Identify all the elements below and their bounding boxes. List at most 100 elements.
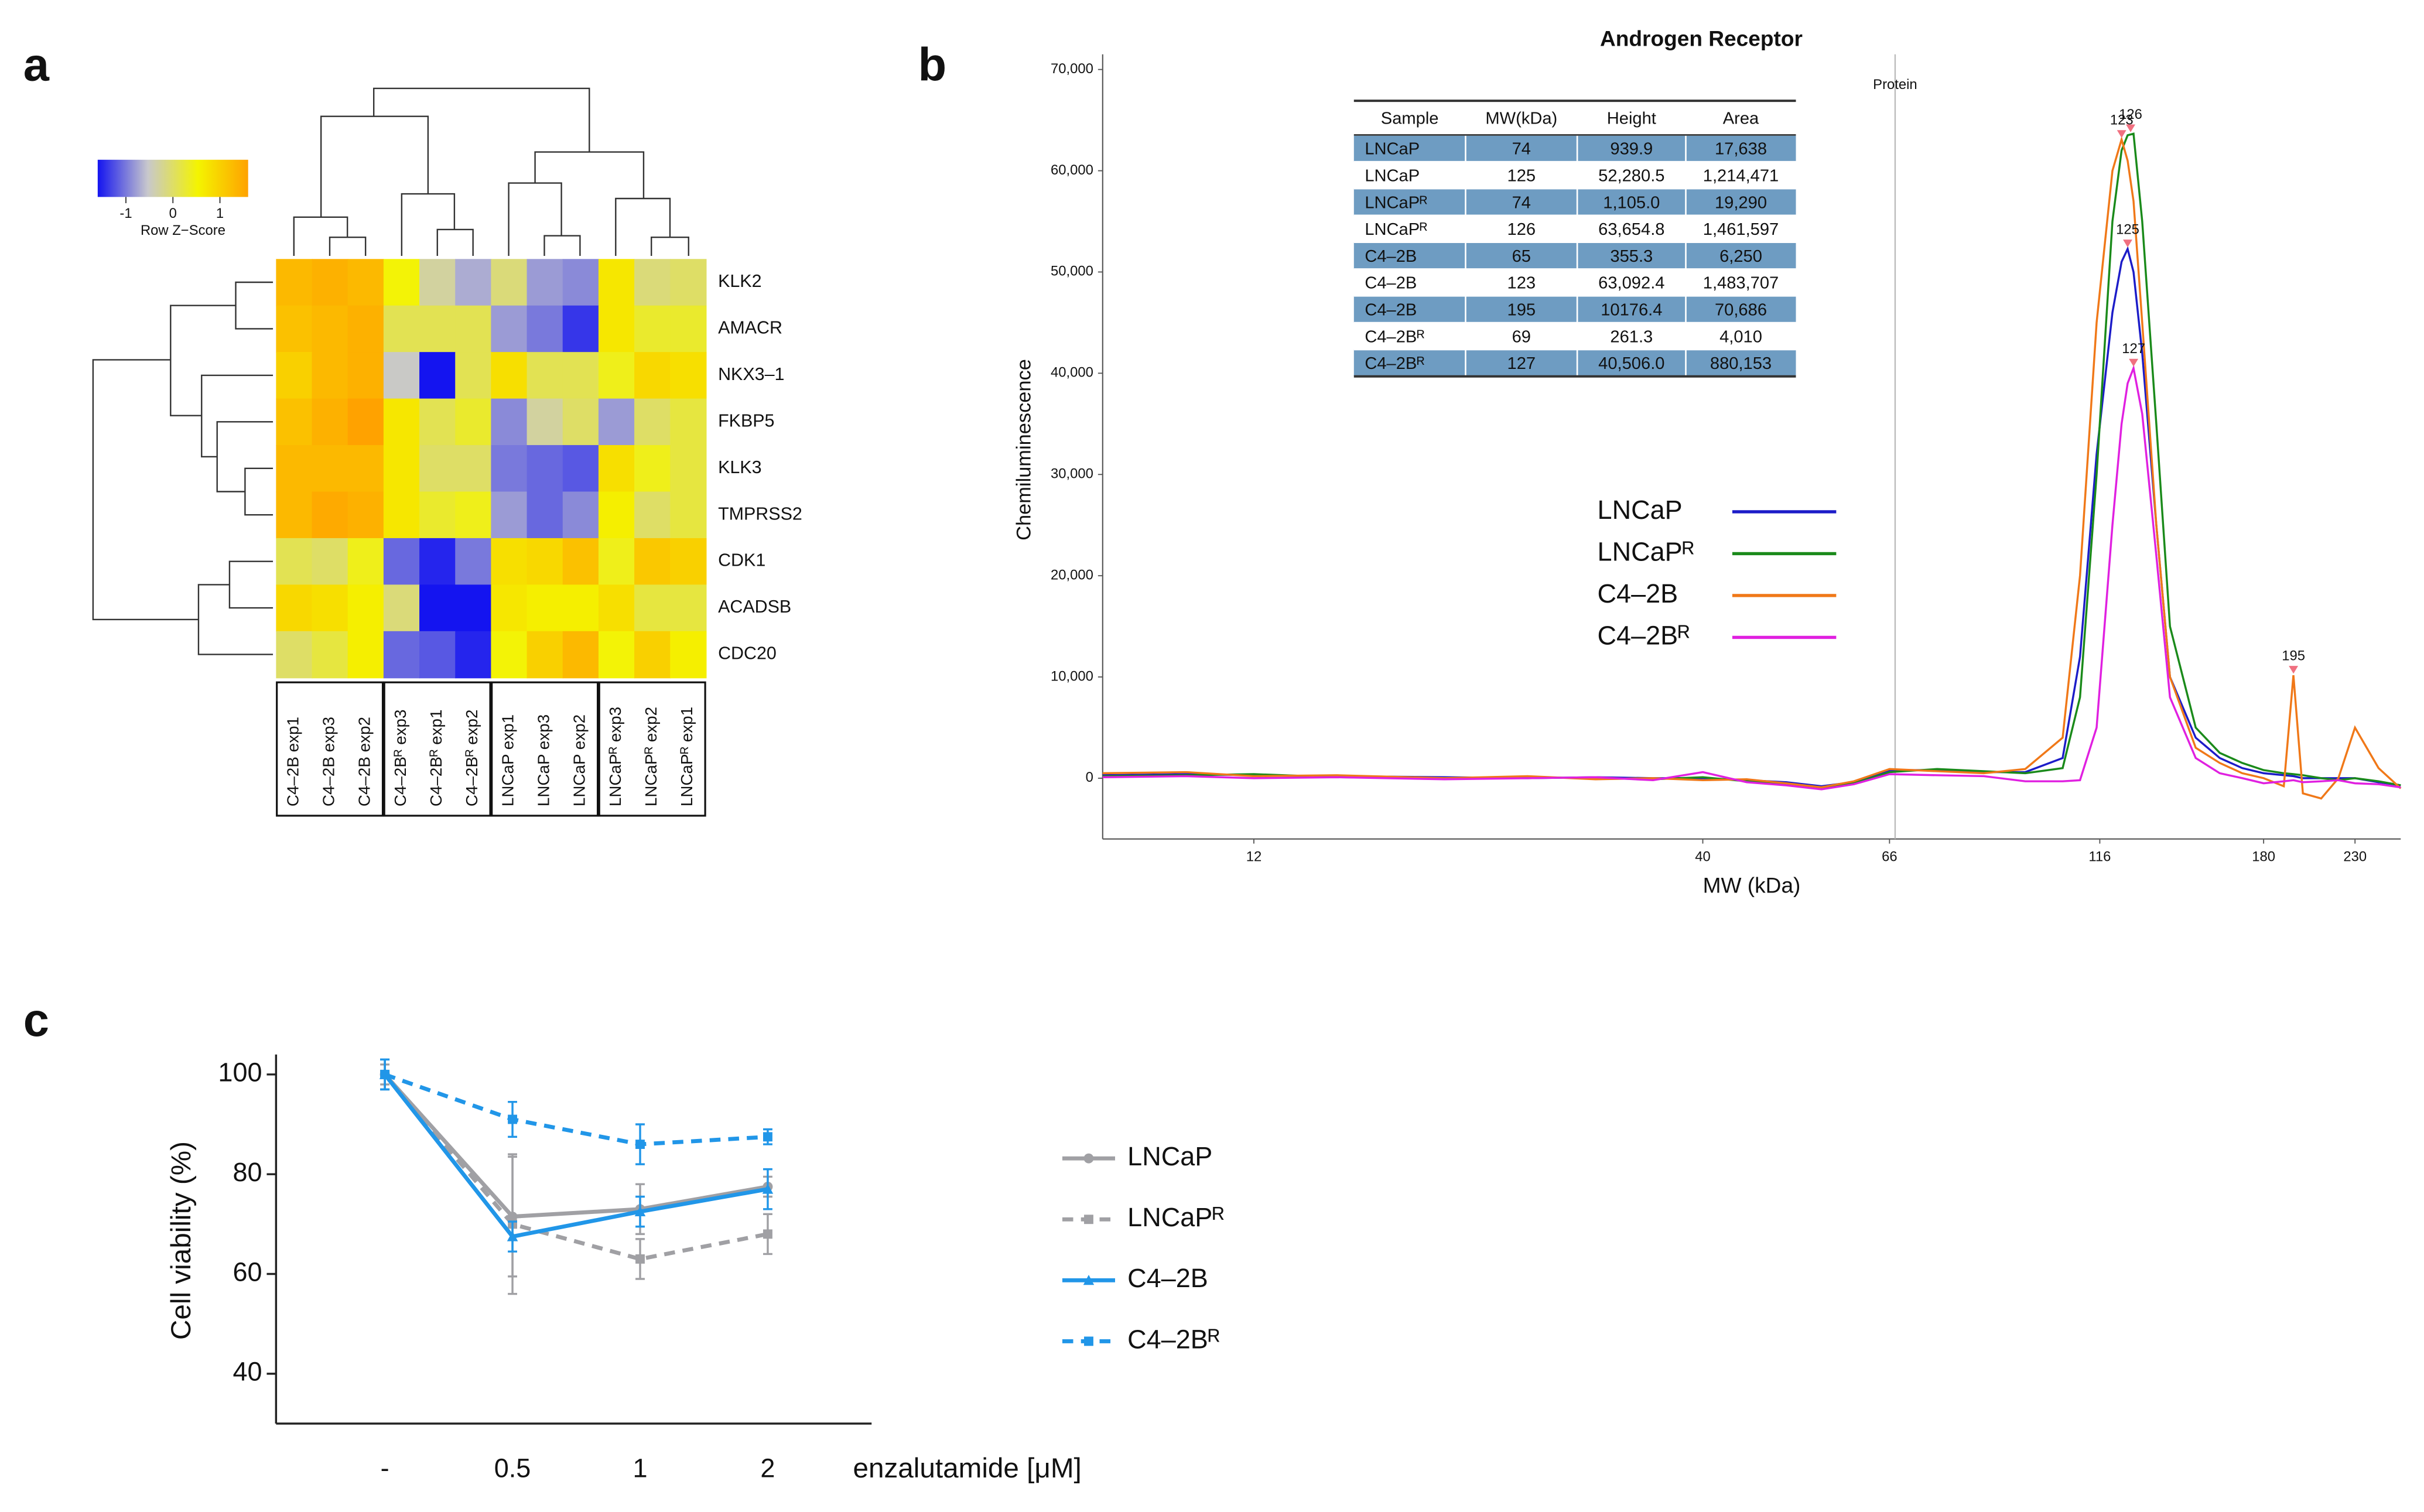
heatmap-cell xyxy=(598,584,635,632)
heatmap-cell xyxy=(383,491,420,539)
table-cell: 74 xyxy=(1512,193,1531,212)
y-tick-label: 100 xyxy=(218,1058,262,1087)
heatmap-cell xyxy=(562,538,599,586)
point xyxy=(763,1229,772,1239)
column-label: C4–2B exp1 xyxy=(283,717,302,806)
table-cell: 63,654.8 xyxy=(1598,220,1664,239)
heatmap-cell xyxy=(455,538,492,586)
row-dendrogram xyxy=(92,281,273,655)
heatmap-cell xyxy=(419,538,456,586)
table-cell: 1,483,707 xyxy=(1703,274,1779,293)
table-cell: 939.9 xyxy=(1610,140,1653,159)
x-tick-label: 12 xyxy=(1246,849,1262,865)
y-tick-label: 0 xyxy=(1086,769,1093,785)
colorbar xyxy=(97,159,248,197)
heatmap-cell xyxy=(383,631,420,679)
heatmap-cell xyxy=(491,631,528,679)
heatmap-cell xyxy=(276,538,313,586)
row-label: TMPRSS2 xyxy=(718,504,802,524)
legend-marker xyxy=(1084,1336,1093,1346)
table-cell: 52,280.5 xyxy=(1598,166,1664,185)
table-header: Area xyxy=(1723,110,1759,128)
point xyxy=(762,1183,774,1194)
heatmap-cell xyxy=(455,352,492,399)
legend-marker xyxy=(1083,1275,1095,1285)
peak-marker xyxy=(2289,666,2299,674)
x-tick-label: 180 xyxy=(2252,849,2275,865)
peak-marker xyxy=(2123,240,2132,248)
heatmap-cell xyxy=(670,538,707,586)
heatmap-cell xyxy=(276,631,313,679)
table-cell: C4–2B xyxy=(1365,301,1417,320)
heatmap-cell xyxy=(312,491,348,539)
column-group-box xyxy=(598,681,706,817)
heatmap-cell xyxy=(634,398,671,446)
heatmap-cell xyxy=(455,445,492,492)
heatmap-cell xyxy=(526,538,563,586)
peak-label: 195 xyxy=(2282,648,2305,664)
heatmap-cell xyxy=(598,259,635,306)
heatmap-cell xyxy=(419,259,456,306)
heatmap-cell xyxy=(455,398,492,446)
peak-label: 126 xyxy=(2119,107,2142,122)
row-label: FKBP5 xyxy=(718,411,774,430)
heatmap-cell xyxy=(347,538,384,586)
table-header: MW(kDa) xyxy=(1485,110,1557,128)
table-cell: 65 xyxy=(1512,247,1531,266)
table-row-bg xyxy=(1353,242,1796,269)
heatmap-cell xyxy=(634,445,671,492)
table-cell: C4–2Bᴿ xyxy=(1365,327,1424,346)
heatmap-cell xyxy=(276,305,313,353)
heatmap-cell xyxy=(347,584,384,632)
heatmap-cell xyxy=(276,259,313,306)
legend-label: LNCaPᴿ xyxy=(1127,1202,1224,1232)
chart-title: Androgen Receptor xyxy=(1600,26,1803,51)
table-cell: 40,506.0 xyxy=(1598,354,1664,373)
point xyxy=(763,1132,772,1142)
heatmap-cell xyxy=(419,584,456,632)
heatmap-cell xyxy=(491,352,528,399)
table-cell: 74 xyxy=(1512,140,1531,159)
point xyxy=(635,1254,645,1264)
heatmap-cell xyxy=(670,491,707,539)
column-label: C4–2Bᴿ exp3 xyxy=(391,710,409,807)
heatmap-cell xyxy=(455,491,492,539)
table-cell: 880,153 xyxy=(1710,354,1772,373)
y-axis-label: Cell viability (%) xyxy=(166,1141,197,1340)
heatmap-cell xyxy=(312,631,348,679)
point xyxy=(507,1231,518,1241)
heatmap-cell xyxy=(419,491,456,539)
table-cell: 195 xyxy=(1507,301,1536,320)
heatmap-cell xyxy=(276,445,313,492)
table-cell: C4–2Bᴿ xyxy=(1365,354,1424,373)
heatmap-cell xyxy=(598,445,635,492)
table-cell: LNCaPᴿ xyxy=(1365,220,1427,239)
heatmap-cell xyxy=(347,305,384,353)
heatmap-cell xyxy=(634,352,671,399)
heatmap-cell xyxy=(491,259,528,306)
table-cell: C4–2B xyxy=(1365,247,1417,266)
heatmap-cell xyxy=(670,259,707,306)
heatmap-cell xyxy=(347,398,384,446)
row-label: ACADSB xyxy=(718,597,791,617)
heatmap-cell xyxy=(562,584,599,632)
table-row-bg xyxy=(1353,189,1796,215)
heatmap-cell xyxy=(526,398,563,446)
column-label: LNCaP exp2 xyxy=(570,714,589,806)
heatmap-cell xyxy=(312,259,348,306)
y-tick-label: 10,000 xyxy=(1051,668,1093,684)
table-cell: 123 xyxy=(1507,274,1536,293)
column-group-box xyxy=(491,681,599,817)
heatmap-cell xyxy=(598,491,635,539)
legend-label: C4–2Bᴿ xyxy=(1127,1324,1220,1354)
x-axis-label: MW (kDa) xyxy=(1703,873,1801,898)
heatmap-cell xyxy=(526,631,563,679)
series-line xyxy=(383,1073,768,1239)
heatmap-cell xyxy=(419,398,456,446)
heatmap-cell xyxy=(670,631,707,679)
legend-label: LNCaP xyxy=(1598,495,1683,525)
x-tick-label: 40 xyxy=(1695,849,1711,865)
heatmap-cell xyxy=(276,352,313,399)
y-axis-label: Chemiluminescence xyxy=(1013,359,1035,541)
table-cell: 17,638 xyxy=(1715,140,1767,159)
